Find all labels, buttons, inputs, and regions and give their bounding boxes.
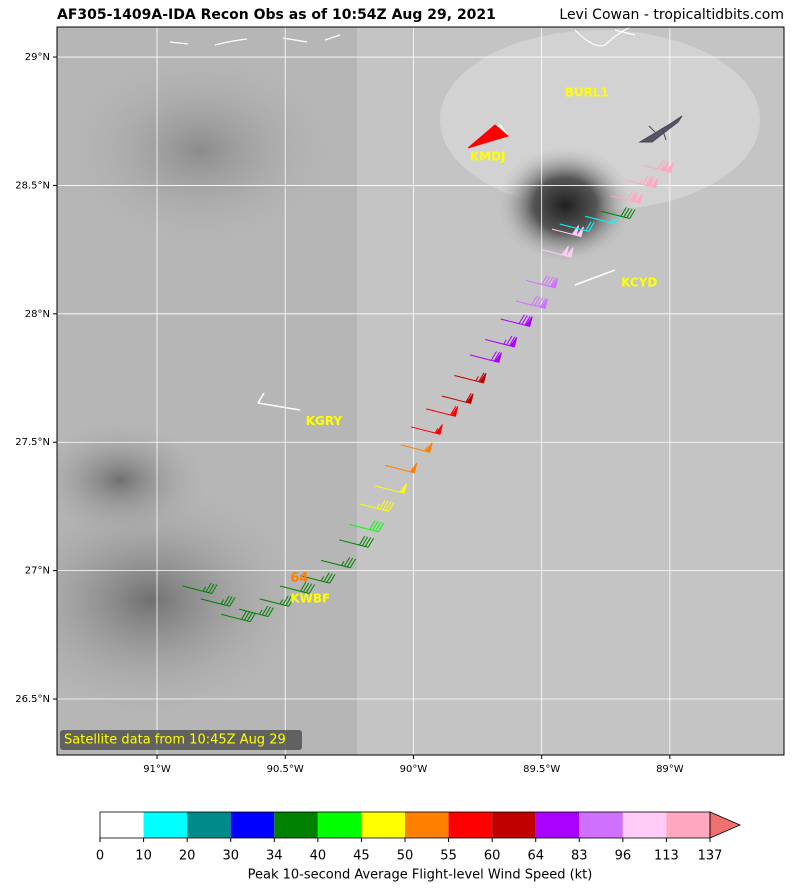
- note-box: [60, 730, 302, 750]
- colorbar-tick-label: 45: [353, 849, 370, 864]
- peak-label: 64: [290, 571, 308, 586]
- y-tick-label: 26.5°N: [15, 694, 50, 705]
- x-tick-label: 90°W: [400, 764, 428, 775]
- wind-barb: [626, 175, 659, 189]
- colorbar-bin: [274, 812, 318, 838]
- observations: [182, 159, 674, 623]
- station-label: KGRY: [306, 414, 343, 428]
- wind-barb: [238, 605, 274, 618]
- wind-barb: [338, 535, 374, 548]
- cloud-shade: [57, 480, 310, 720]
- x-tick-label: 90.5°W: [267, 764, 304, 775]
- wind-barb: [279, 582, 315, 594]
- colorbar-bin: [143, 812, 188, 838]
- grid: [57, 27, 784, 755]
- colorbar-bin: [317, 812, 362, 838]
- wind-barb: [441, 392, 474, 405]
- colorbar-extend: [709, 811, 742, 839]
- wind-barb: [410, 424, 443, 435]
- colorbar: 0 10 20 30 34 40 45 50 55 60 64 83 96 113 137: [96, 811, 742, 864]
- station-barb: [467, 124, 510, 149]
- colorbar-tick-label: 10: [135, 849, 152, 864]
- y-tick-label: 27.5°N: [15, 437, 50, 448]
- wind-barb: [515, 295, 549, 310]
- colorbar-bin: [230, 812, 275, 838]
- colorbar-bin: [622, 812, 667, 838]
- wind-barb: [385, 462, 418, 474]
- title: AF305-1409A-IDA Recon Obs as of 10:54Z A…: [57, 7, 496, 23]
- y-tick-label: 27°N: [25, 566, 50, 577]
- wind-barb: [454, 372, 487, 384]
- wind-barb: [469, 351, 502, 363]
- station-label: KMDJ: [470, 150, 506, 164]
- wind-barb: [526, 275, 559, 289]
- colorbar-tick-label: 20: [179, 849, 196, 864]
- eye: [495, 145, 635, 265]
- colorbar-tick-label: 34: [266, 849, 283, 864]
- wind-barb: [300, 572, 336, 584]
- colorbar-bin: [579, 812, 623, 838]
- colorbar-bin: [100, 812, 144, 838]
- wind-barb: [485, 335, 518, 348]
- colorbar-tick-label: 55: [440, 849, 457, 864]
- y-tick-label: 28°N: [25, 309, 50, 320]
- wind-barb: [349, 520, 385, 533]
- colorbar-tick-label: 137: [698, 849, 723, 864]
- credit: Levi Cowan - tropicaltidbits.com: [559, 7, 784, 23]
- colorbar-bin: [666, 812, 710, 838]
- colorbar-tick-label: 113: [654, 849, 679, 864]
- x-tick-label: 89.5°W: [523, 764, 560, 775]
- colorbar-bin: [535, 812, 580, 838]
- wind-barb: [259, 595, 295, 607]
- satellite: [57, 27, 784, 755]
- wind-barb: [600, 207, 636, 220]
- colorbar-tick-label: 64: [527, 849, 544, 864]
- wind-barb: [559, 221, 595, 232]
- satellite-note: Satellite data from 10:45Z Aug 29: [64, 733, 286, 748]
- colorbar-tick-label: 96: [615, 849, 632, 864]
- colorbar-bin: [448, 812, 493, 838]
- wind-barb: [182, 582, 218, 594]
- x-tick-label: 89°W: [656, 764, 684, 775]
- colorbar-tick-label: 0: [96, 849, 104, 864]
- wind-barb: [500, 314, 533, 328]
- wind-barb: [200, 595, 236, 607]
- station-barb: [257, 123, 616, 411]
- colorbar-bin: [405, 812, 449, 838]
- wind-barb: [374, 483, 408, 494]
- wind-barb: [220, 610, 256, 623]
- wind-barb: [541, 245, 574, 258]
- x-tick-label: 91°W: [143, 764, 171, 775]
- wind-barb: [610, 190, 643, 204]
- station-label: KWBF: [290, 591, 330, 605]
- station-label: KCYD: [621, 276, 657, 290]
- cloud-shade: [57, 420, 210, 540]
- wind-barb: [359, 499, 395, 512]
- colorbar-tick-label: 50: [397, 849, 414, 864]
- colorbar-tick-label: 83: [571, 849, 588, 864]
- aircraft-icon: [638, 115, 683, 143]
- colorbar-tick-label: 60: [484, 849, 501, 864]
- wind-barb: [426, 405, 459, 417]
- colorbar-tick-label: 30: [222, 849, 239, 864]
- wind-barb: [400, 442, 433, 453]
- colorbar-bin: [492, 812, 536, 838]
- colorbar-tick-label: 40: [310, 849, 327, 864]
- colorbar-label: Peak 10-second Average Flight-level Wind…: [248, 868, 593, 883]
- map-frame: [56, 26, 785, 756]
- wind-barb: [321, 557, 357, 569]
- colorbar-bin: [187, 812, 231, 838]
- station-label: BURL1: [565, 85, 609, 99]
- colorbar-bin: [361, 812, 405, 838]
- wind-barb: [551, 225, 584, 238]
- coastline: [169, 27, 636, 47]
- cloud-shade: [60, 50, 340, 250]
- wind-barb: [641, 159, 674, 173]
- y-tick-label: 28.5°N: [15, 180, 50, 191]
- y-tick-label: 29°N: [25, 52, 50, 63]
